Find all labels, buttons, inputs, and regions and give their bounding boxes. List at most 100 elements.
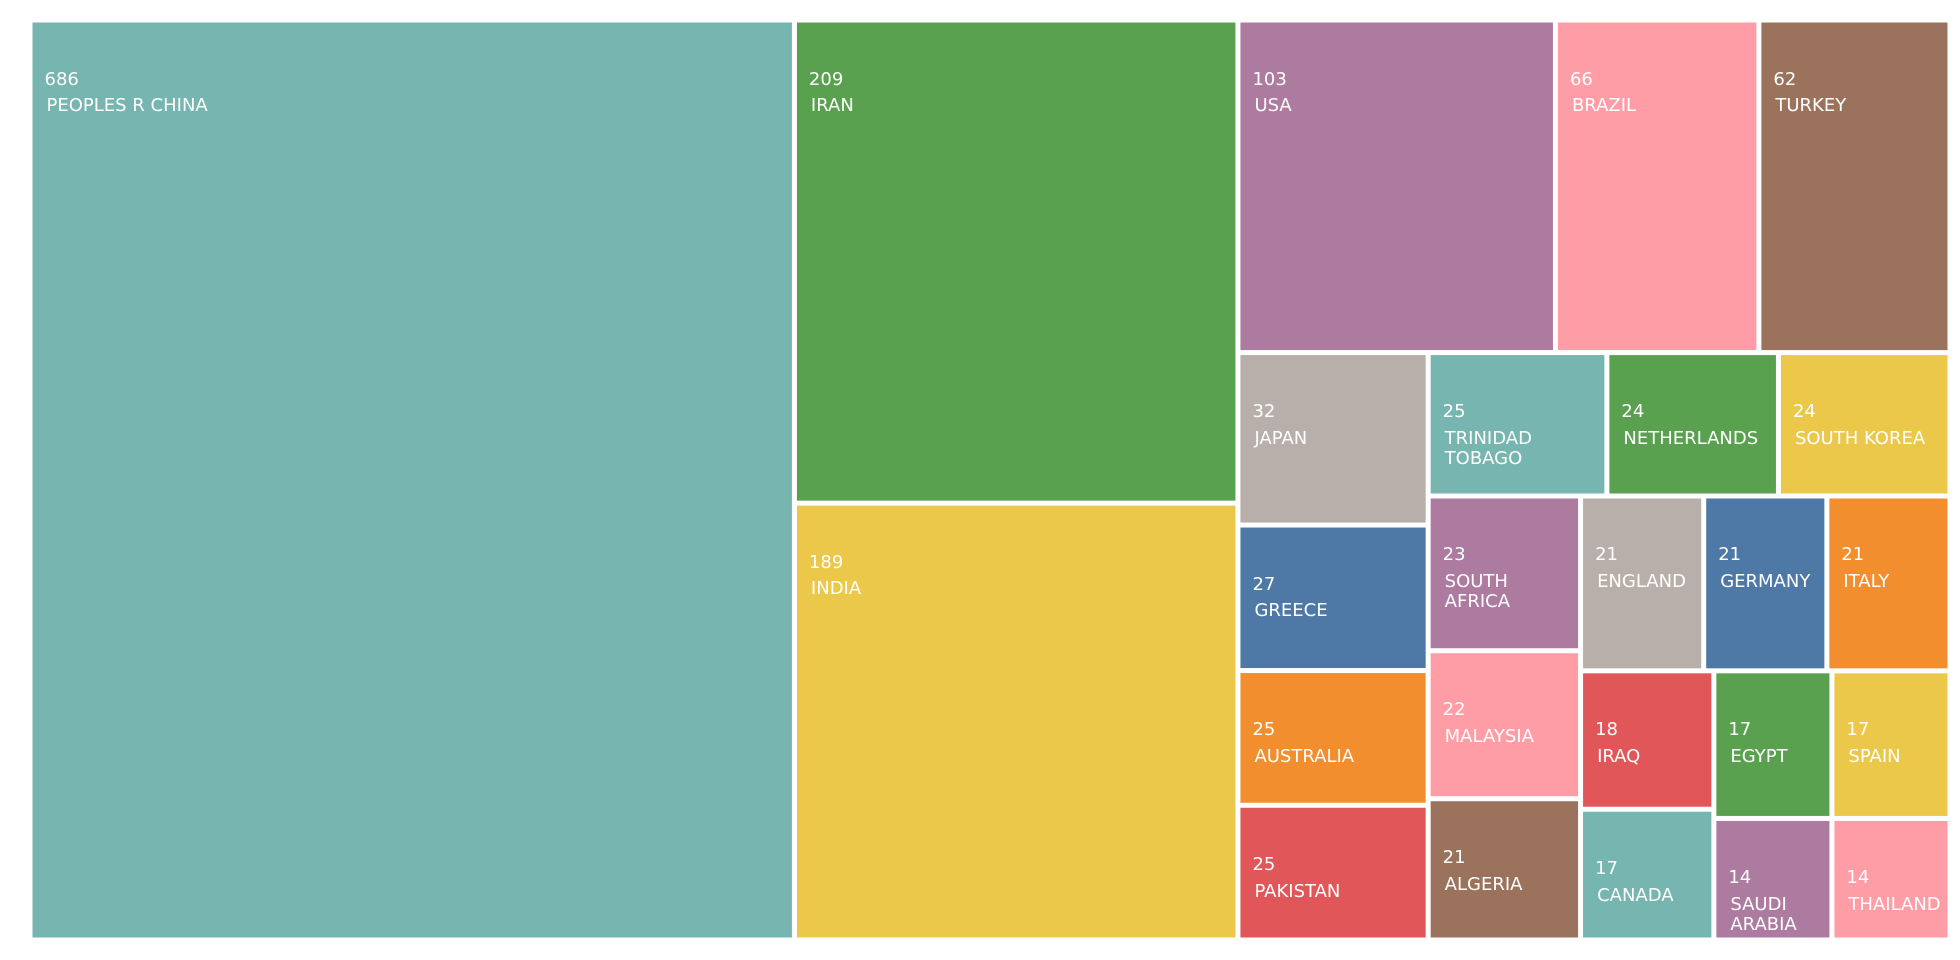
cell-label-box: 22 MALAYSIA [1443, 700, 1576, 794]
cell-name: EGYPT [1730, 746, 1788, 768]
cell-label-box: 14 THAILAND [1846, 868, 1945, 936]
treemap-cell [1240, 807, 1426, 938]
treemap-cell [1430, 653, 1579, 797]
cell-label-box: 21 GERMANY [1718, 545, 1822, 666]
cell-label-box: 686 PEOPLES R CHINA [45, 70, 790, 936]
cell-label-box: 66 BRAZIL [1570, 70, 1754, 349]
cell-label: 21 ITALY [1841, 545, 1945, 666]
treemap-cell [1240, 527, 1426, 669]
cell-name: SAUDI ARABIA [1730, 893, 1797, 935]
cell-name: GREECE [1254, 600, 1328, 622]
cell-label: 17 SPAIN [1846, 720, 1945, 814]
cell-name: ALGERIA [1444, 874, 1523, 896]
cell-name: USA [1254, 95, 1292, 117]
cell-label: 21 GERMANY [1718, 545, 1822, 666]
cell-label-box: 24 NETHERLANDS [1621, 402, 1774, 491]
cell-name: ENGLAND [1597, 571, 1686, 593]
treemap-cell [32, 22, 792, 938]
treemap-cell [1430, 498, 1579, 649]
cell-name: AUSTRALIA [1254, 745, 1355, 767]
treemap-cell [1706, 498, 1825, 669]
cell-label-box: 103 USA [1252, 70, 1550, 349]
cell-value: 24 [1621, 402, 1645, 423]
cell-label: 27 GREECE [1252, 575, 1423, 667]
cell-name: ITALY [1843, 571, 1890, 593]
cell-label-box: 25 TRINIDAD TOBAGO [1443, 402, 1603, 491]
cell-label-box: 62 TURKEY [1773, 69, 1846, 116]
cell-value: 209 [808, 69, 844, 90]
cell-name: THAILAND [1848, 893, 1941, 915]
cell-value: 21 [1718, 545, 1742, 566]
treemap-cell [796, 22, 1236, 501]
treemap-cell [1834, 673, 1948, 816]
cell-label-box: 27 GREECE [1252, 575, 1423, 667]
cell-label-box: 17 EGYPT [1728, 720, 1788, 768]
cell-label: 14 THAILAND [1846, 868, 1945, 936]
cell-label: 25 AUSTRALIA [1252, 720, 1423, 801]
treemap-cell [1430, 801, 1579, 938]
cell-name: INDIA [810, 578, 862, 600]
cell-label-box: 25 PAKISTAN [1252, 855, 1423, 936]
cell-label: 21 ALGERIA [1443, 848, 1576, 935]
cell-value: 21 [1442, 848, 1466, 869]
cell-label: 17 CANADA [1595, 859, 1709, 936]
cell-value: 66 [1569, 69, 1593, 90]
cell-name: IRAQ [1597, 746, 1641, 768]
cell-value: 17 [1728, 720, 1752, 741]
treemap-cell [1609, 355, 1776, 494]
cell-label-box: 21 ENGLAND [1595, 545, 1686, 593]
cell-label: 25 TRINIDAD TOBAGO [1443, 402, 1603, 491]
cell-name: SPAIN [1848, 746, 1901, 768]
cell-name: NETHERLANDS [1623, 427, 1759, 449]
cell-value: 189 [808, 552, 844, 573]
cell-label-box: 24 SOUTH KOREA [1792, 402, 1926, 449]
cell-value: 25 [1442, 402, 1466, 423]
cell-label: 66 BRAZIL [1570, 70, 1754, 349]
treemap-cell [1716, 820, 1830, 938]
cell-value: 32 [1252, 402, 1276, 423]
cell-label: 103 USA [1252, 70, 1550, 349]
treemap-cell [1761, 22, 1948, 351]
cell-name: SOUTH KOREA [1794, 427, 1926, 449]
cell-label-box: 23 SOUTH AFRICA [1443, 545, 1576, 646]
cell-label-box: 21 ALGERIA [1443, 848, 1576, 935]
treemap-cell [1583, 673, 1712, 807]
cell-label-box: 32 JAPAN [1252, 402, 1423, 520]
cell-name: PAKISTAN [1254, 880, 1341, 902]
cell-name: PEOPLES R CHINA [46, 95, 208, 117]
treemap-cell [1834, 820, 1948, 938]
cell-label: 24 NETHERLANDS [1621, 402, 1774, 491]
cell-label: 22 MALAYSIA [1443, 700, 1576, 794]
cell-value: 103 [1252, 69, 1287, 90]
cell-name: TRINIDAD TOBAGO [1444, 427, 1532, 469]
cell-value: 62 [1773, 69, 1797, 90]
cell-value: 17 [1846, 720, 1870, 741]
treemap-cell [1583, 811, 1712, 938]
cell-name: BRAZIL [1571, 95, 1637, 117]
cell-name: GERMANY [1720, 571, 1811, 593]
cell-name: SOUTH AFRICA [1444, 571, 1511, 613]
cell-name: JAPAN [1254, 427, 1308, 449]
treemap-cell [1240, 22, 1553, 351]
cell-label: 32 JAPAN [1252, 402, 1423, 520]
cell-label-box: 209 IRAN [809, 70, 1234, 499]
treemap-cell [1557, 22, 1757, 351]
cell-label: 686 PEOPLES R CHINA [45, 70, 790, 936]
cell-label: 209 IRAN [809, 70, 1234, 499]
treemap-cell [1780, 355, 1948, 494]
cell-label: 25 PAKISTAN [1252, 855, 1423, 936]
cell-label-box: 17 SPAIN [1846, 720, 1945, 814]
cell-value: 27 [1252, 574, 1276, 595]
cell-label-box: 17 CANADA [1595, 859, 1709, 936]
cell-value: 25 [1252, 720, 1276, 741]
cell-value: 17 [1595, 858, 1618, 879]
treemap-cell [1240, 673, 1426, 803]
treemap-cell [1240, 355, 1426, 523]
cell-label: 23 SOUTH AFRICA [1443, 545, 1576, 646]
cell-value: 23 [1442, 545, 1466, 566]
treemap-cell [1430, 355, 1605, 494]
cell-value: 22 [1442, 700, 1466, 721]
cell-value: 24 [1792, 402, 1816, 423]
cell-value: 21 [1841, 545, 1865, 566]
